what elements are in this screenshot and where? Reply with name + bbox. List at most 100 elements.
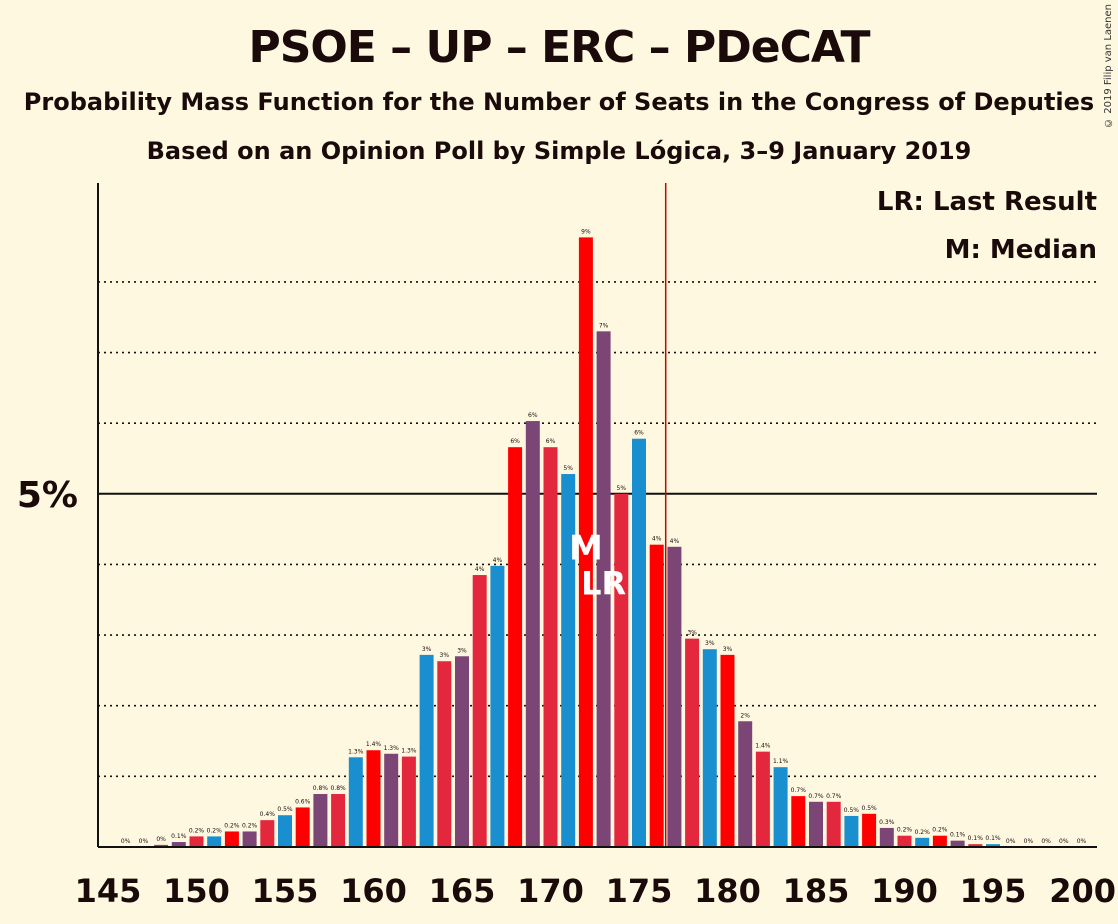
bar-150 — [189, 836, 204, 847]
x-tick-label-170: 170 — [517, 872, 584, 910]
bar-label-197: 0% — [1024, 838, 1034, 845]
bar-label-159: 1.3% — [348, 748, 364, 755]
bar-label-165: 3% — [457, 647, 467, 654]
bar-label-194: 0.1% — [968, 835, 984, 842]
bar-176 — [649, 544, 664, 847]
bar-161 — [384, 753, 399, 847]
bar-168 — [508, 447, 523, 847]
x-tick-label-185: 185 — [783, 872, 850, 910]
bar-179 — [702, 649, 717, 847]
bar-151 — [207, 836, 222, 847]
bar-159 — [348, 757, 363, 847]
bar-181 — [738, 721, 753, 847]
axes-group: 5% 145 150 155 160 165 170 175 180 185 190 195 200 — [17, 183, 1116, 910]
x-tick-label-190: 190 — [871, 872, 938, 910]
chart-subtitle: Probability Mass Function for the Number… — [23, 88, 1095, 116]
bar-label-152: 0.2% — [224, 822, 240, 829]
bar-label-187: 0.5% — [844, 807, 860, 814]
bar-label-151: 0.2% — [207, 827, 223, 834]
bar-184 — [791, 796, 806, 847]
bar-label-157: 0.8% — [313, 785, 329, 792]
bar-label-180: 3% — [723, 646, 733, 653]
chart-source-subtitle: Based on an Opinion Poll by Simple Lógic… — [146, 137, 972, 165]
bar-157 — [313, 794, 328, 847]
bar-label-175: 6% — [634, 430, 644, 437]
bar-label-178: 3% — [687, 630, 697, 637]
bar-label-170: 6% — [546, 438, 556, 445]
bar-193 — [950, 840, 965, 847]
legend-median: M: Median — [945, 235, 1097, 265]
bar-label-191: 0.2% — [915, 829, 931, 836]
bar-170 — [543, 447, 558, 847]
bar-labels-group: 0% 0% 0% 0.1%0.2% 0.2%0.2% 0.2%0.4%0.5%0.6%0.… — [121, 228, 1087, 845]
bar-label-161: 1.3% — [384, 745, 400, 752]
bar-label-162: 1.3% — [401, 748, 417, 755]
bar-152 — [224, 831, 239, 847]
bar-183 — [773, 767, 788, 847]
bar-174 — [614, 493, 629, 847]
bar-label-169: 6% — [528, 412, 538, 419]
bar-label-172: 9% — [581, 228, 591, 235]
bar-162 — [401, 756, 416, 847]
bar-label-160: 1.4% — [366, 741, 382, 748]
bar-169 — [525, 421, 540, 847]
bar-180 — [720, 654, 735, 847]
bar-label-167: 4% — [493, 557, 503, 564]
bar-155 — [278, 815, 292, 847]
chart-title: PSOE – UP – ERC – PDeCAT — [248, 22, 870, 73]
bar-158 — [331, 794, 346, 847]
bar-label-153: 0.2% — [242, 822, 258, 829]
bar-label-163: 3% — [422, 646, 432, 653]
x-tick-label-145: 145 — [75, 872, 142, 910]
bar-label-188: 0.5% — [861, 805, 877, 812]
bar-190 — [897, 835, 912, 847]
bar-label-186: 0.7% — [826, 793, 842, 800]
bar-194 — [968, 844, 983, 847]
bar-186 — [826, 801, 841, 847]
bar-171 — [561, 474, 576, 847]
bar-182 — [755, 751, 770, 847]
bar-160 — [366, 750, 381, 847]
bar-177 — [667, 546, 682, 847]
bar-label-189: 0.3% — [879, 819, 895, 826]
bar-label-199: 0% — [1059, 838, 1069, 845]
bar-label-195: 0.1% — [985, 835, 1001, 842]
bar-188 — [862, 813, 877, 847]
bar-label-155: 0.5% — [277, 806, 293, 813]
bar-164 — [437, 661, 452, 847]
bar-label-149: 0.1% — [171, 833, 187, 840]
x-tick-label-180: 180 — [694, 872, 761, 910]
bar-192 — [932, 835, 947, 847]
x-tick-label-155: 155 — [252, 872, 319, 910]
bar-195 — [986, 844, 1000, 847]
bar-label-181: 2% — [740, 712, 750, 719]
x-tick-label-165: 165 — [429, 872, 496, 910]
bar-label-176: 4% — [652, 536, 662, 543]
bar-label-190: 0.2% — [897, 827, 913, 834]
bar-label-177: 4% — [670, 538, 680, 545]
bar-178 — [685, 638, 700, 847]
bars-group — [154, 237, 1000, 848]
bar-191 — [915, 837, 930, 847]
bar-label-179: 3% — [705, 640, 715, 647]
median-marker: M — [569, 528, 603, 568]
bar-label-146: 0% — [121, 838, 131, 845]
bar-185 — [809, 801, 823, 847]
bar-label-173: 7% — [599, 322, 609, 329]
bar-label-196: 0% — [1006, 838, 1016, 845]
bar-156 — [295, 807, 310, 847]
x-tick-label-175: 175 — [606, 872, 673, 910]
bar-153 — [242, 831, 257, 847]
bar-label-185: 0.7% — [808, 793, 824, 800]
bar-label-174: 5% — [617, 485, 627, 492]
bar-label-168: 6% — [510, 438, 520, 445]
bar-149 — [171, 842, 186, 847]
bar-label-184: 0.7% — [791, 787, 807, 794]
legend-last-result: LR: Last Result — [877, 187, 1097, 217]
bar-166 — [472, 575, 487, 847]
bar-label-156: 0.6% — [295, 798, 311, 805]
x-tick-label-160: 160 — [340, 872, 407, 910]
bar-label-166: 4% — [475, 566, 485, 573]
bar-187 — [844, 815, 859, 847]
